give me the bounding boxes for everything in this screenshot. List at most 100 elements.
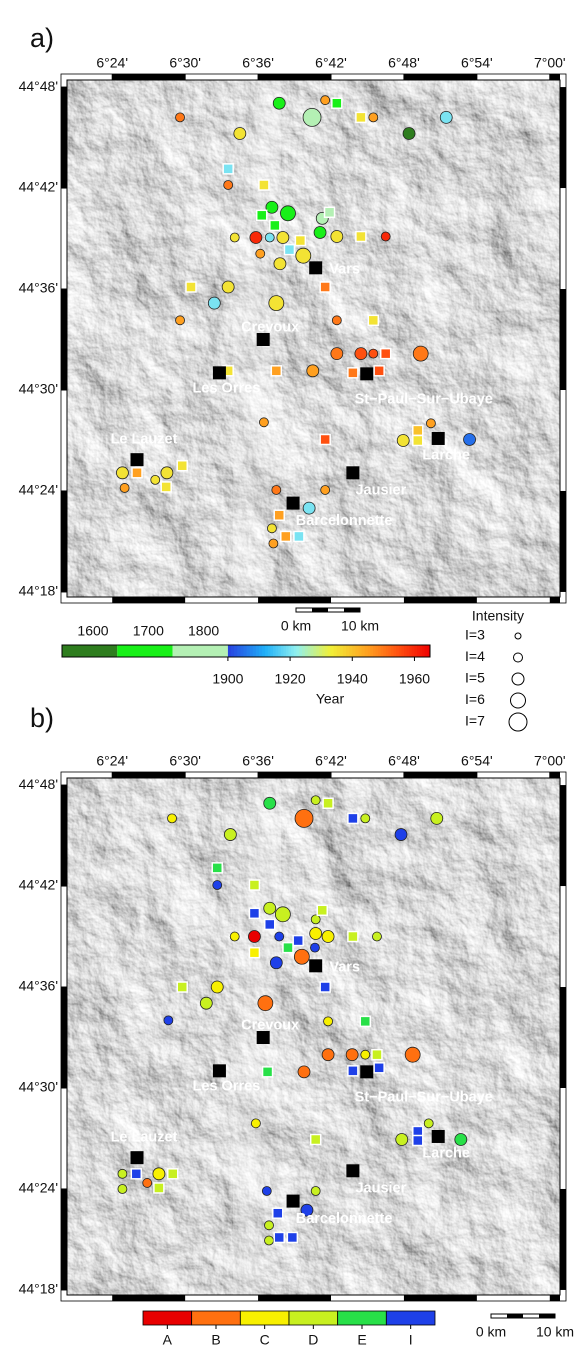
event-circle [221,280,235,294]
colorbar-gradient [231,645,235,657]
border-strip [549,597,560,603]
event-circle [402,127,416,140]
colorbar-gradient [293,645,297,657]
event-square [211,862,223,874]
place-marker [130,1151,144,1165]
event-square [347,930,359,943]
colorbar-gradient [324,645,329,657]
colorbar-gradient [419,645,423,657]
event-circle [423,1118,434,1129]
scale-bar-segment [344,608,360,612]
class-swatch [288,1310,339,1326]
event-circle [250,1118,261,1129]
scale-label: 10 km [536,1324,574,1340]
colorbar-gradient [388,645,392,657]
event-circle [295,247,312,264]
class-label: I [409,1332,413,1348]
event-circle [175,112,185,123]
colorbar-frame [61,644,431,658]
place-label: Le Lauzet [111,432,178,448]
event-circle [223,828,237,841]
colorbar-gradient [349,645,353,657]
x-tick-label: 6°36' [242,55,274,71]
colorbar-gradient [372,645,377,657]
event-circle [430,811,444,825]
event-square [367,314,380,327]
place-marker [256,333,270,347]
x-tick-label: 6°30' [169,55,201,71]
colorbar-gradient [375,645,379,657]
border-strip [112,1295,186,1301]
event-square [248,879,261,891]
x-tick-label: 6°30' [169,753,201,769]
legend-circle [510,692,526,709]
y-tick-label: 44°18' [19,1281,58,1297]
event-square [130,1168,143,1180]
place-marker [130,453,144,467]
event-circle [354,347,368,361]
colorbar-gradient [316,645,320,657]
event-circle [268,295,285,312]
place-marker [346,466,360,480]
event-circle [463,433,476,446]
colorbar-gradient [339,645,344,657]
colorbar-label: 1600 [77,623,108,639]
colorbar-gradient [258,645,263,657]
colorbar-gradient [370,645,374,657]
event-square [412,424,424,437]
valley-shade [218,778,296,1295]
scale-label: 0 km [476,1324,506,1340]
x-tick-label: 6°48' [388,55,420,71]
colorbar-gradient [267,645,271,657]
place-label: Le Lauzet [111,1130,178,1146]
legend-circle [513,652,523,663]
place-marker [212,1064,226,1078]
event-square [263,918,276,931]
event-circle [257,995,274,1012]
event-square [258,179,270,191]
y-tick-label: 44°18' [19,583,58,599]
event-square [273,509,285,521]
colorbar-gradient [307,645,312,657]
event-square [319,433,331,446]
scale-bar-segment [312,608,328,612]
event-circle [269,956,283,970]
border-strip [61,490,67,592]
scale-label: 0 km [281,618,311,634]
colorbar-gradient [313,645,317,657]
event-square [373,1062,385,1074]
class-swatch [191,1310,241,1326]
event-circle [264,1220,274,1231]
border-strip [61,987,67,1088]
event-circle [310,914,321,925]
event-square [319,281,331,293]
event-square [185,281,197,293]
event-square [222,163,234,175]
event-circle [207,296,221,310]
place-label: Jausier [355,1181,406,1197]
x-tick-label: 6°24' [96,55,128,71]
legend-title: Intensity [472,608,524,624]
event-circle [404,1046,421,1063]
event-circle [330,230,344,243]
event-square [373,365,385,377]
colorbar-gradient [288,645,292,657]
colorbar-gradient [291,645,295,657]
border-strip [258,597,332,603]
x-tick-label: 6°24' [96,753,128,769]
place-label: Jausier [355,483,406,499]
class-swatch [385,1310,436,1326]
place-label: Barcelonnette [296,1211,393,1227]
event-square [255,209,268,222]
event-square [294,234,307,247]
valley-shade [83,159,271,261]
y-tick-label: 44°42' [19,179,58,195]
map-panel: Vars Crevoux Les Orres St−Paul−Sur−Ubaye Le … [67,80,560,597]
event-square [131,467,143,479]
scale-label: 10 km [341,618,379,634]
colorbar-gradient [404,645,408,657]
event-square [322,797,334,809]
legend-label: I=7 [465,713,485,729]
colorbar-class [62,645,118,657]
legend-label: I=3 [465,627,485,643]
